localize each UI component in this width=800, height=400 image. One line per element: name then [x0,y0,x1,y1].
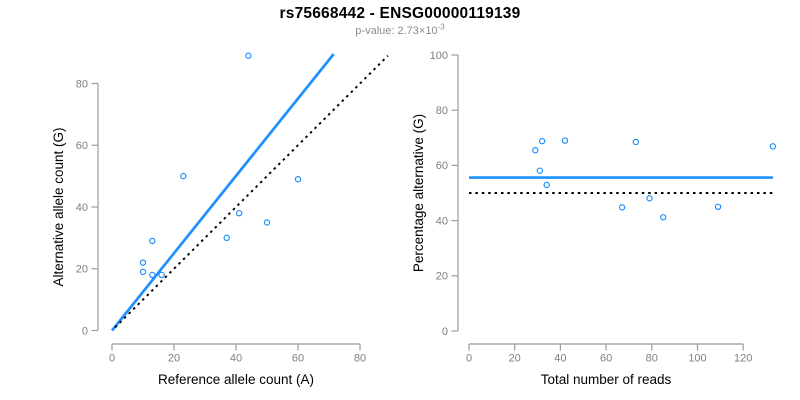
y-tick-label: 0 [442,326,448,338]
identity-line [114,55,389,329]
y-tick-label: 80 [436,105,448,117]
y-tick-label: 0 [82,325,88,337]
right-y-axis-title: Percentage alternative (G) [411,114,426,272]
x-tick-label: 40 [230,353,242,365]
data-point [618,204,626,211]
figure-title: rs75668442 - ENSG00000119139 [279,5,521,22]
y-tick-label: 80 [76,78,88,90]
panel-allele-counts: Reference allele count (A) Alternative a… [51,52,389,387]
data-point [263,219,271,226]
x-tick-label: 20 [509,353,521,365]
data-point [149,237,156,245]
x-tick-label: 120 [734,353,752,365]
left-y-axis-title: Alternative allele count (G) [51,127,66,286]
data-point [660,214,667,221]
data-point [235,209,243,217]
data-point [543,181,550,189]
y-tick-label: 20 [436,271,448,283]
x-tick-label: 0 [109,353,115,365]
y-tick-label: 40 [436,215,448,227]
x-tick-label: 40 [554,353,566,365]
left-plot-marks: 0 20 40 60 80 0 20 40 60 80 [76,52,389,365]
data-point [245,52,252,59]
data-point [646,195,653,202]
x-tick-label: 100 [688,353,706,365]
data-point [139,259,147,266]
data-point [532,147,539,154]
y-tick-label: 60 [76,140,88,152]
data-point [294,176,302,183]
figure-subtitle: p-value: 2.73×10-3 [0,22,800,37]
data-point [139,268,147,276]
data-point [538,137,546,145]
data-point [536,167,544,174]
right-plot-marks: 0 20 40 60 80 100 120 0 20 40 60 80 100 [430,50,777,365]
p-value-exponent: -3 [437,22,445,32]
y-tick-label: 20 [76,264,88,276]
data-point [632,138,640,146]
x-tick-label: 80 [354,353,366,365]
x-tick-label: 60 [600,353,612,365]
right-x-axis-title: Total number of reads [541,372,672,387]
fit-line [110,53,335,332]
y-tick-label: 60 [436,160,448,172]
y-tick-label: 100 [430,50,448,62]
x-tick-label: 20 [168,353,180,365]
data-point [769,143,777,150]
data-point [714,203,722,210]
data-point [561,137,569,144]
x-tick-label: 80 [646,353,658,365]
left-x-axis-title: Reference allele count (A) [158,372,314,387]
data-point [180,172,187,180]
data-point [223,234,230,242]
panel-percentage-vs-reads: Total number of reads Percentage alterna… [411,50,777,387]
y-tick-label: 40 [76,202,88,214]
p-value-text: p-value: 2.73×10 [355,25,438,37]
data-point [158,271,165,279]
x-tick-label: 0 [466,353,472,365]
data-point [149,271,156,279]
x-tick-label: 60 [292,353,304,365]
